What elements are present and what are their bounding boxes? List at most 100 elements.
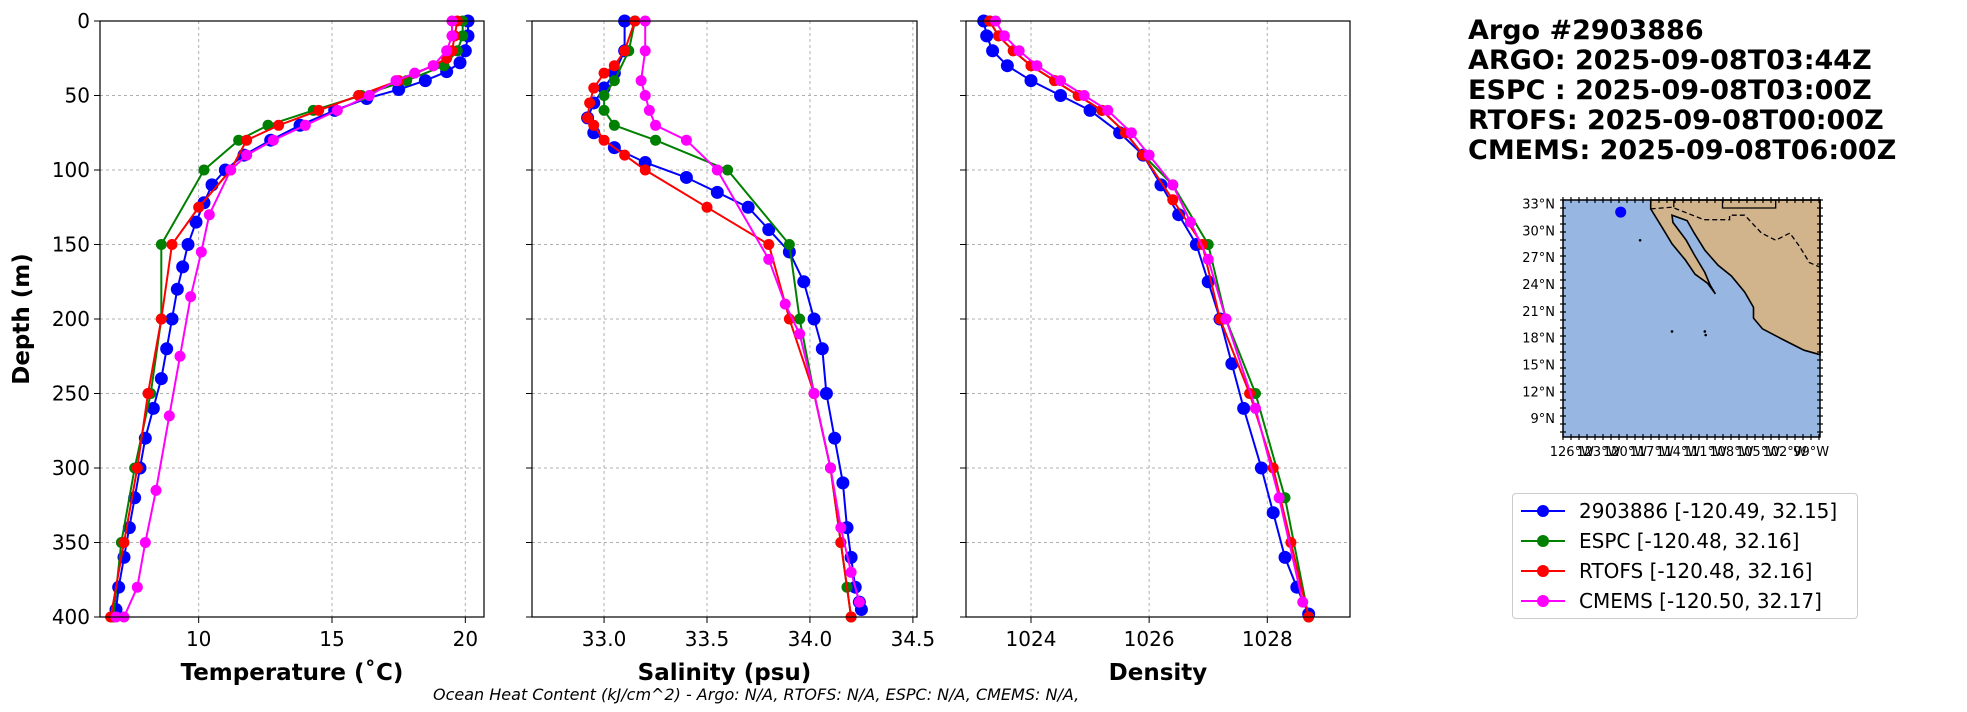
- series-argo: [581, 14, 868, 617]
- data-point: [1078, 90, 1090, 101]
- data-point: [643, 104, 655, 116]
- y-tick-label: 350: [52, 531, 90, 555]
- x-tick-label: 33.0: [582, 627, 627, 651]
- data-point: [635, 75, 647, 87]
- lat-label: 24°N: [1522, 278, 1555, 293]
- data-point: [783, 239, 795, 250]
- y-tick-label: 300: [52, 456, 90, 480]
- data-point: [1167, 194, 1179, 206]
- series-line: [994, 20, 1304, 603]
- x-tick-label: 15: [319, 627, 344, 651]
- float-marker: [1615, 206, 1627, 218]
- data-point: [313, 104, 325, 116]
- data-point: [154, 372, 168, 386]
- data-point: [166, 239, 178, 250]
- data-point: [453, 56, 467, 70]
- data-point: [797, 275, 811, 289]
- data-point: [1249, 402, 1261, 414]
- data-point: [198, 164, 210, 176]
- legend-label: 2903886 [-120.49, 32.15]: [1579, 499, 1838, 523]
- data-point: [1225, 357, 1239, 371]
- island: [1670, 330, 1674, 333]
- data-point: [815, 342, 829, 356]
- lat-label: 33°N: [1522, 197, 1555, 212]
- ohc-footnote: Ocean Heat Content (kJ/cm^2) - Argo: N/A…: [433, 685, 1080, 704]
- island: [1703, 330, 1707, 333]
- data-point: [195, 246, 207, 258]
- data-point: [457, 30, 469, 42]
- legend-item-rtofs: RTOFS [-120.48, 32.16]: [1521, 556, 1812, 586]
- lat-label: 12°N: [1522, 385, 1555, 400]
- data-point: [441, 45, 453, 57]
- data-point: [588, 82, 600, 94]
- lon-label: 111°W: [1683, 445, 1727, 460]
- data-point: [836, 476, 850, 490]
- data-point: [584, 97, 596, 109]
- border-line: [1650, 206, 1821, 268]
- data-point: [588, 119, 600, 131]
- legend-label: ESPC [-120.48, 32.16]: [1579, 529, 1800, 553]
- title-line: ARGO: 2025-09-08T03:44Z: [1468, 45, 1872, 76]
- data-point: [155, 313, 167, 325]
- island: [1704, 333, 1707, 337]
- legend-symbol: [1521, 594, 1565, 608]
- lat-label: 18°N: [1522, 332, 1555, 347]
- x-tick-label: 10: [186, 627, 211, 651]
- series-rtofs: [105, 15, 463, 623]
- data-point: [763, 253, 775, 265]
- title-line: RTOFS: 2025-09-08T00:00Z: [1468, 105, 1884, 136]
- lon-label: 126°W: [1550, 445, 1594, 460]
- data-point: [619, 45, 631, 57]
- title-line: CMEMS: 2025-09-08T06:00Z: [1468, 135, 1897, 166]
- y-tick-label: 50: [65, 84, 90, 108]
- data-point: [763, 239, 775, 250]
- data-point: [1220, 313, 1232, 325]
- data-point: [807, 312, 821, 326]
- data-point: [639, 45, 651, 57]
- data-point: [722, 164, 734, 176]
- legend-symbol: [1521, 504, 1565, 518]
- data-point: [608, 75, 620, 87]
- data-point: [1273, 492, 1285, 504]
- data-point: [779, 298, 791, 310]
- data-point: [446, 30, 458, 42]
- lon-label: 99°W: [1793, 445, 1829, 460]
- data-point: [1172, 208, 1186, 222]
- data-point: [1055, 75, 1067, 87]
- data-point: [639, 90, 651, 101]
- x-tick-label: 34.0: [788, 627, 833, 651]
- legend-item-espc: ESPC [-120.48, 32.16]: [1521, 526, 1800, 556]
- data-point: [598, 67, 610, 79]
- data-point: [582, 112, 594, 124]
- lat-label: 15°N: [1522, 358, 1555, 373]
- data-point: [233, 134, 245, 146]
- data-point: [142, 388, 154, 399]
- data-point: [1125, 127, 1137, 139]
- data-point: [980, 29, 994, 43]
- data-point: [1102, 104, 1114, 116]
- lon-label: 102°W: [1762, 445, 1806, 460]
- data-point: [853, 596, 865, 608]
- x-axis-label: Density: [1109, 660, 1208, 686]
- data-point: [331, 104, 343, 116]
- data-point: [1254, 461, 1268, 475]
- data-point: [150, 484, 162, 496]
- data-point: [273, 119, 285, 131]
- legend: 2903886 [-120.49, 32.15] ESPC [-120.48, …: [1512, 493, 1858, 619]
- y-tick-label: 400: [52, 605, 90, 629]
- data-point: [808, 388, 820, 399]
- data-point: [1143, 149, 1155, 161]
- data-point: [225, 164, 237, 176]
- data-point: [835, 522, 847, 534]
- legend-label: CMEMS [-120.50, 32.17]: [1579, 589, 1822, 613]
- data-point: [1000, 59, 1014, 73]
- legend-item-argo: 2903886 [-120.49, 32.15]: [1521, 496, 1837, 526]
- island: [1638, 238, 1642, 242]
- series-line: [586, 21, 863, 610]
- data-point: [170, 282, 184, 296]
- data-point: [418, 74, 432, 88]
- series-cmems: [990, 15, 1309, 608]
- data-point: [299, 119, 311, 131]
- data-point: [203, 209, 215, 221]
